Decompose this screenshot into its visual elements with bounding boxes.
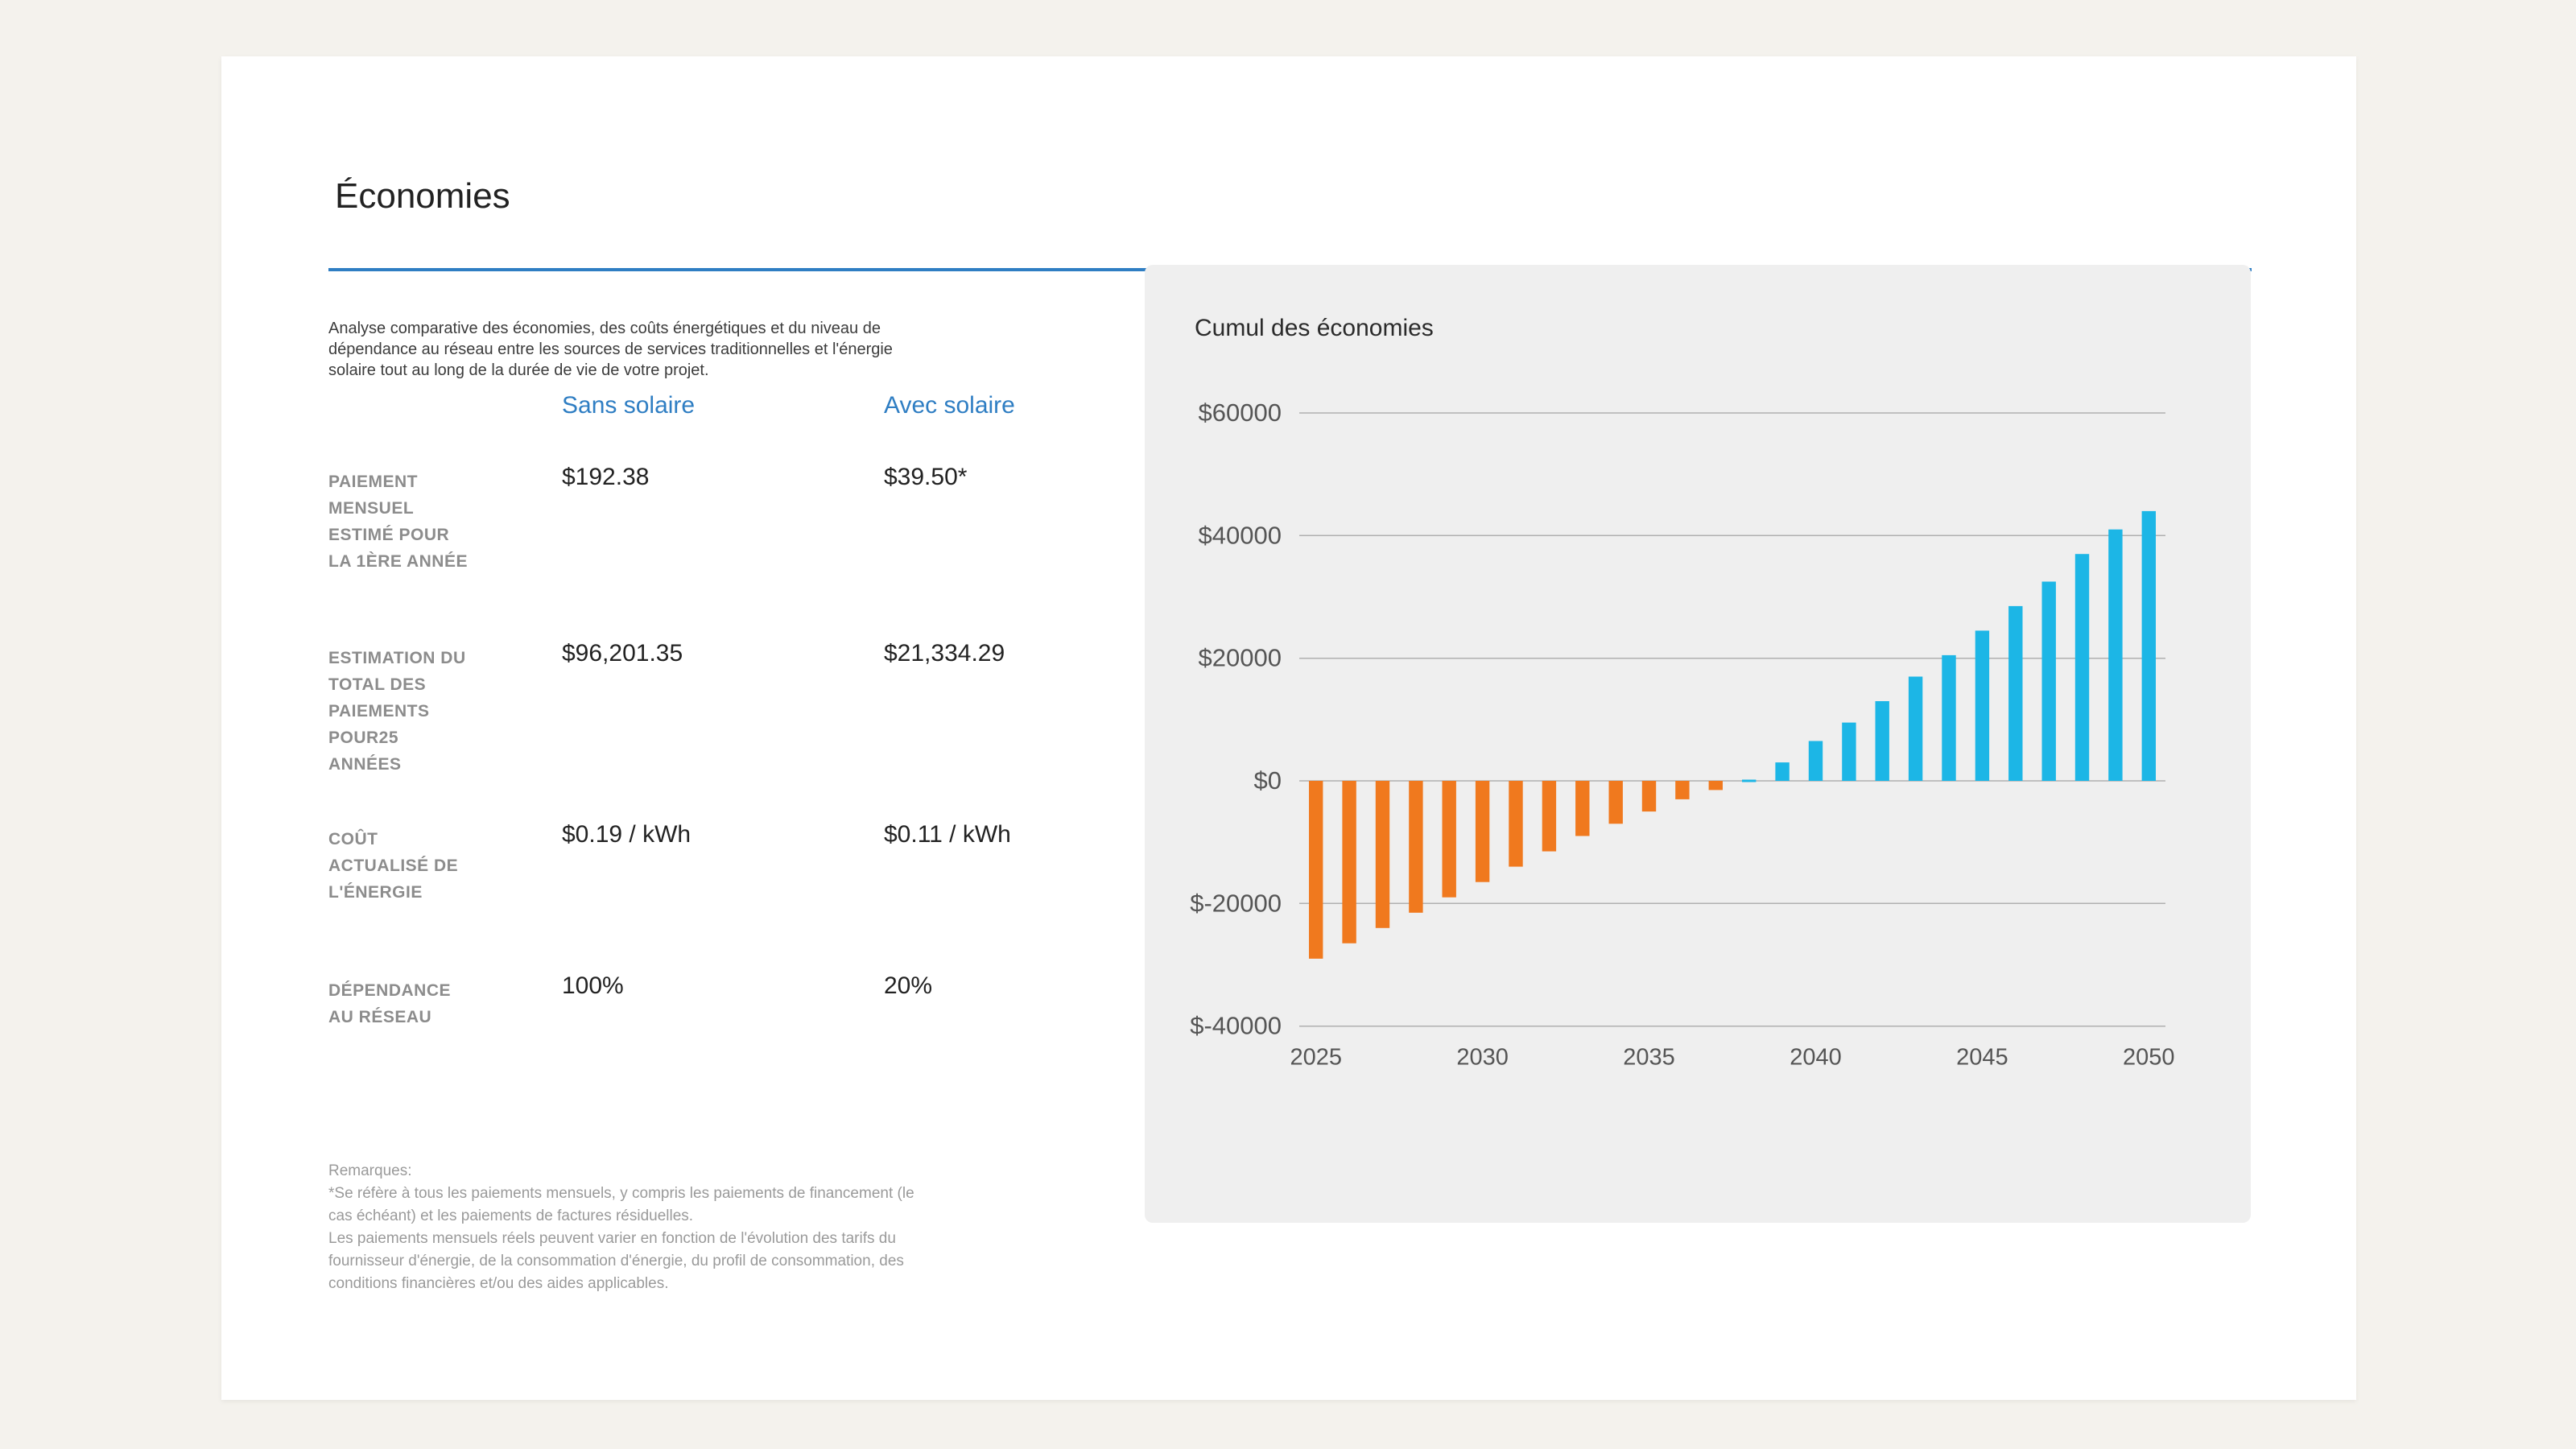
- svg-text:2045: 2045: [1956, 1045, 2008, 1071]
- svg-text:$0: $0: [1254, 766, 1282, 795]
- svg-text:2025: 2025: [1290, 1045, 1342, 1071]
- svg-text:2050: 2050: [2123, 1045, 2175, 1071]
- svg-text:$60000: $60000: [1199, 398, 1282, 427]
- svg-text:$-20000: $-20000: [1190, 889, 1282, 917]
- svg-text:2040: 2040: [1790, 1045, 1842, 1071]
- svg-text:2035: 2035: [1623, 1045, 1675, 1071]
- svg-text:$-40000: $-40000: [1190, 1012, 1282, 1040]
- svg-text:$40000: $40000: [1199, 521, 1282, 549]
- svg-text:$20000: $20000: [1199, 644, 1282, 672]
- svg-text:2030: 2030: [1456, 1045, 1509, 1071]
